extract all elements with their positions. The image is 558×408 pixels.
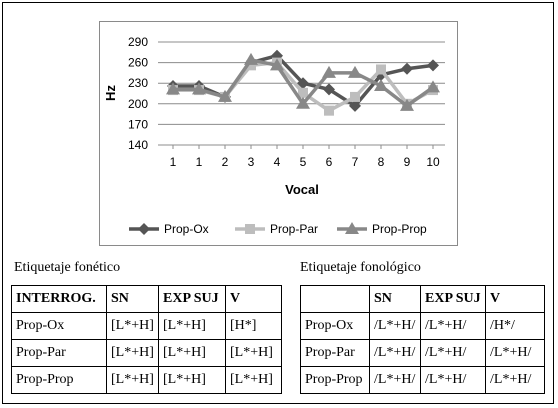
table-cell: /L*+H/ bbox=[420, 339, 486, 367]
table-cell: Prop-Prop bbox=[11, 366, 107, 394]
x-tick-label: 10 bbox=[426, 155, 440, 169]
table-cell: [L*+H] bbox=[158, 312, 226, 340]
data-point-prop-prop bbox=[296, 96, 310, 109]
table-cell: [L*+H] bbox=[106, 339, 159, 367]
x-tick-label: 7 bbox=[352, 155, 359, 169]
data-point-prop-par bbox=[298, 87, 308, 98]
legend-marker-prop-ox bbox=[138, 223, 150, 235]
table-cell: [H*] bbox=[225, 312, 282, 340]
x-tick-label: 4 bbox=[274, 155, 281, 169]
table-cell: /L*+H/ bbox=[420, 312, 486, 340]
table-header-cell: EXP SUJ bbox=[158, 285, 226, 313]
table-cell: [L*+H] bbox=[158, 339, 226, 367]
table-cell: Prop-Par bbox=[11, 339, 107, 367]
table-header-row: INTERROG. SN EXP SUJ V bbox=[11, 285, 282, 313]
table-cell: Prop-Ox bbox=[11, 312, 107, 340]
x-tick-label: 1 bbox=[196, 155, 203, 169]
table-cell: Prop-Ox bbox=[300, 312, 370, 340]
legend-label-prop-prop: Prop-Prop bbox=[372, 222, 427, 236]
chart-area-border bbox=[99, 21, 458, 246]
table-header-cell: SN bbox=[369, 285, 421, 313]
data-point-prop-ox bbox=[427, 59, 439, 72]
table-row: Prop-Ox /L*+H/ /L*+H/ /H*/ bbox=[300, 312, 545, 340]
caption-phonological: Etiquetaje fonológico bbox=[300, 260, 421, 275]
table-header-cell: INTERROG. bbox=[11, 285, 107, 313]
table-cell: /L*+H/ bbox=[369, 366, 421, 394]
x-tick-label: 2 bbox=[222, 155, 229, 169]
caption-phonetic: Etiquetaje fonético bbox=[14, 260, 121, 275]
table-header-row: SN EXP SUJ V bbox=[300, 285, 545, 313]
data-point-prop-prop bbox=[322, 65, 336, 78]
table-cell: /L*+H/ bbox=[420, 366, 486, 394]
x-tick-label: 8 bbox=[378, 155, 385, 169]
y-tick-label: 230 bbox=[128, 76, 148, 90]
y-tick-label: 200 bbox=[128, 97, 148, 111]
table-header-cell: V bbox=[225, 285, 282, 313]
data-point-prop-par bbox=[246, 60, 256, 71]
data-point-prop-prop bbox=[270, 58, 284, 71]
x-axis-title: Vocal bbox=[285, 182, 319, 197]
table-cell: /H*/ bbox=[485, 312, 545, 340]
y-tick-label: 140 bbox=[128, 138, 148, 152]
x-tick-label: 6 bbox=[326, 155, 333, 169]
data-point-prop-prop bbox=[374, 78, 388, 91]
y-tick-label: 290 bbox=[128, 35, 148, 49]
data-point-prop-ox bbox=[297, 77, 309, 90]
line-chart: 140 170 200 230 260 290 1 1 2 3 4 5 6 7 8 9 10 Vocal Hz Pro… bbox=[103, 35, 445, 236]
table-row: Prop-Ox [L*+H] [L*+H] [H*] bbox=[11, 312, 282, 340]
y-axis-title: Hz bbox=[103, 85, 118, 101]
table-header-cell: V bbox=[485, 285, 545, 313]
y-tick-label: 170 bbox=[128, 117, 148, 131]
table-cell: Prop-Par bbox=[300, 339, 370, 367]
legend-label-prop-ox: Prop-Ox bbox=[164, 222, 209, 236]
data-point-prop-prop bbox=[426, 80, 440, 93]
x-tick-label: 9 bbox=[404, 155, 411, 169]
data-point-prop-prop bbox=[166, 82, 180, 95]
table-cell: /L*+H/ bbox=[369, 339, 421, 367]
table-cell: [L*+H] bbox=[225, 339, 282, 367]
data-point-prop-par bbox=[350, 91, 360, 102]
table-cell: [L*+H] bbox=[225, 366, 282, 394]
table-cell: /L*+H/ bbox=[485, 339, 545, 367]
data-point-prop-ox bbox=[349, 99, 361, 112]
table-row: Prop-Par /L*+H/ /L*+H/ /L*+H/ bbox=[300, 339, 545, 367]
table-cell: [L*+H] bbox=[106, 366, 159, 394]
table-cell: [L*+H] bbox=[158, 366, 226, 394]
table-row: Prop-Prop [L*+H] [L*+H] [L*+H] bbox=[11, 366, 282, 394]
data-point-prop-prop bbox=[192, 82, 206, 95]
x-tick-label: 5 bbox=[300, 155, 307, 169]
data-point-prop-ox bbox=[401, 62, 413, 75]
data-point-prop-par bbox=[324, 105, 334, 116]
x-tick-label: 1 bbox=[170, 155, 177, 169]
table-row: Prop-Prop /L*+H/ /L*+H/ /L*+H/ bbox=[300, 366, 545, 394]
table-header-cell: SN bbox=[106, 285, 159, 313]
legend-marker-prop-prop bbox=[345, 222, 359, 234]
data-point-prop-ox bbox=[323, 83, 335, 96]
table-header-cell bbox=[300, 285, 370, 313]
data-point-prop-prop bbox=[244, 52, 258, 65]
data-point-prop-prop bbox=[400, 98, 414, 111]
table-cell: /L*+H/ bbox=[369, 312, 421, 340]
legend-marker-prop-par bbox=[245, 224, 255, 234]
data-point-prop-prop bbox=[218, 89, 232, 102]
table-cell: /L*+H/ bbox=[485, 366, 545, 394]
data-point-prop-par bbox=[376, 64, 386, 75]
table-phonetic: INTERROG. SN EXP SUJ V Prop-Ox [L*+H] [L… bbox=[11, 285, 282, 394]
table-cell: [L*+H] bbox=[106, 312, 159, 340]
data-point-prop-prop bbox=[348, 65, 362, 78]
legend-label-prop-par: Prop-Par bbox=[270, 222, 318, 236]
table-phonological: SN EXP SUJ V Prop-Ox /L*+H/ /L*+H/ /H*/ … bbox=[300, 285, 545, 394]
table-row: Prop-Par [L*+H] [L*+H] [L*+H] bbox=[11, 339, 282, 367]
x-tick-label: 3 bbox=[248, 155, 255, 169]
table-cell: Prop-Prop bbox=[300, 366, 370, 394]
figure-frame bbox=[2, 2, 554, 404]
table-header-cell: EXP SUJ bbox=[420, 285, 486, 313]
y-tick-label: 260 bbox=[128, 56, 148, 70]
